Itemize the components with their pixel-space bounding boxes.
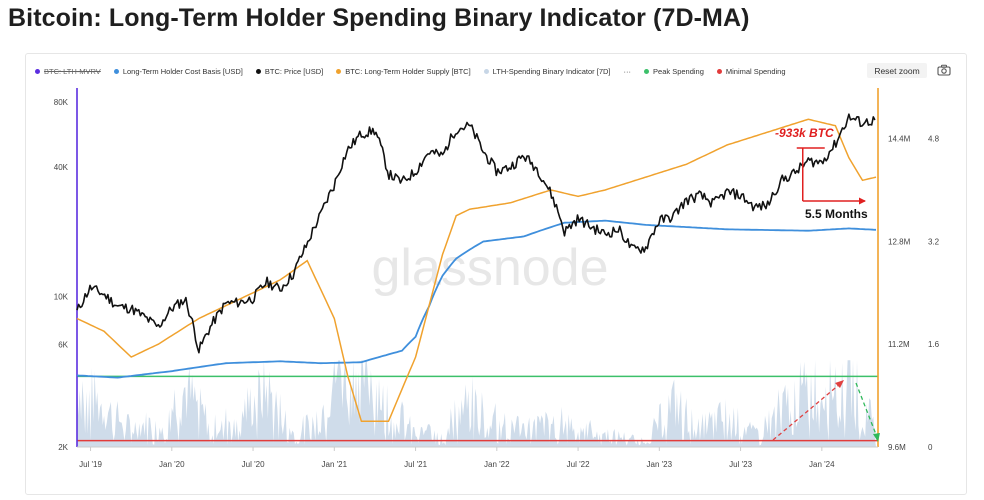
y-right-mvrv-tick-label: 3.2 bbox=[928, 237, 940, 246]
supply-drop-label: -933k BTC bbox=[775, 126, 834, 140]
legend-item-price[interactable]: BTC: Price [USD] bbox=[255, 66, 324, 76]
spending-fall-arrow-head bbox=[873, 433, 880, 442]
axes bbox=[76, 88, 879, 448]
x-tick-label: Jul '20 bbox=[242, 460, 265, 469]
x-tick-label: Jul '23 bbox=[729, 460, 752, 469]
y-right-mvrv-tick-label: 4.8 bbox=[928, 135, 940, 144]
legend-label-binary-indicator: LTH-Spending Binary Indicator [7D] bbox=[492, 66, 611, 76]
legend-swatch-minimal-spending bbox=[716, 68, 722, 74]
legend-label-peak-spending: Peak Spending bbox=[653, 66, 704, 76]
page-title: Bitcoin: Long-Term Holder Spending Binar… bbox=[8, 4, 750, 32]
spending-rise-arrow-head bbox=[835, 380, 844, 388]
legend-item-lth-supply[interactable]: BTC: Long-Term Holder Supply [BTC] bbox=[336, 66, 471, 76]
x-tick-label: Jan '23 bbox=[647, 460, 673, 469]
lth-supply-line bbox=[76, 118, 877, 423]
binary-indicator-area bbox=[77, 360, 876, 447]
legend-item-more[interactable]: ··· bbox=[624, 67, 632, 76]
y-right-supply-tick-label: 11.2M bbox=[888, 340, 910, 349]
x-tick-label: Jan '22 bbox=[484, 460, 510, 469]
y-right-supply-tick-label: 9.6M bbox=[888, 443, 906, 452]
legend-item-lth-mvrv[interactable]: BTC: LTH-MVRV bbox=[35, 67, 101, 76]
legend-item-binary-indicator[interactable]: LTH-Spending Binary Indicator [7D] bbox=[483, 66, 611, 76]
legend-swatch-binary-indicator bbox=[483, 68, 489, 74]
y-right-mvrv-tick-label: 1.6 bbox=[928, 340, 940, 349]
watermark: glassnode bbox=[371, 239, 608, 297]
x-tick-label: Jan '21 bbox=[322, 460, 348, 469]
duration-arrow-head bbox=[859, 197, 866, 205]
y-left-tick-label: 6K bbox=[58, 340, 68, 349]
legend-label-cost-basis: Long-Term Holder Cost Basis [USD] bbox=[122, 66, 243, 76]
legend-label-price: BTC: Price [USD] bbox=[264, 66, 324, 76]
x-tick-label: Jul '19 bbox=[79, 460, 102, 469]
legend-label-more: ··· bbox=[623, 66, 632, 76]
y-right-supply-tick-label: 14.4M bbox=[888, 135, 911, 144]
y-left-tick-label: 40K bbox=[54, 163, 69, 172]
legend-label-minimal-spending: Minimal Spending bbox=[725, 66, 786, 76]
legend-label-lth-mvrv: BTC: LTH-MVRV bbox=[44, 66, 101, 76]
legend-item-minimal-spending[interactable]: Minimal Spending bbox=[716, 66, 786, 76]
legend-item-peak-spending[interactable]: Peak Spending bbox=[644, 67, 704, 76]
cost-basis-line bbox=[76, 219, 877, 379]
x-tick-label: Jan '24 bbox=[809, 460, 835, 469]
camera-icon[interactable] bbox=[937, 64, 951, 76]
legend-swatch-price bbox=[255, 68, 261, 74]
duration-label: 5.5 Months bbox=[805, 207, 868, 221]
legend-swatch-cost-basis bbox=[113, 68, 119, 74]
x-tick-label: Jul '21 bbox=[404, 460, 427, 469]
y-left-tick-label: 2K bbox=[58, 443, 68, 452]
legend-swatch-lth-mvrv bbox=[35, 68, 40, 74]
x-tick-label: Jan '20 bbox=[159, 460, 185, 469]
y-right-mvrv-tick-label: 0 bbox=[928, 443, 933, 452]
y-right-supply-tick-label: 12.8M bbox=[888, 237, 911, 246]
binary-indicator-fill bbox=[77, 360, 876, 447]
y-left-tick-label: 10K bbox=[54, 293, 69, 302]
legend-swatch-peak-spending bbox=[644, 68, 650, 74]
chart-legend: BTC: LTH-MVRV Long-Term Holder Cost Basi… bbox=[35, 64, 799, 78]
spending-fall-arrow bbox=[855, 382, 878, 438]
tick-labels: 80K 40K 10K 6K 2K 14.4M 12.8M 11.2M 9.6M 4.8 3.2 1.… bbox=[54, 98, 940, 469]
x-tick-label: Jul '22 bbox=[567, 460, 590, 469]
annotations: -933k BTC 5.5 Months bbox=[772, 126, 880, 442]
legend-item-cost-basis[interactable]: Long-Term Holder Cost Basis [USD] bbox=[113, 66, 243, 76]
reset-zoom-button[interactable]: Reset zoom bbox=[867, 63, 927, 78]
price-line bbox=[76, 113, 876, 354]
reference-lines bbox=[77, 375, 878, 442]
legend-label-lth-supply: BTC: Long-Term Holder Supply [BTC] bbox=[345, 66, 471, 76]
y-left-tick-label: 80K bbox=[54, 98, 69, 107]
spending-rise-arrow bbox=[772, 383, 841, 441]
legend-swatch-lth-supply bbox=[336, 68, 342, 74]
series-lines bbox=[76, 113, 877, 423]
